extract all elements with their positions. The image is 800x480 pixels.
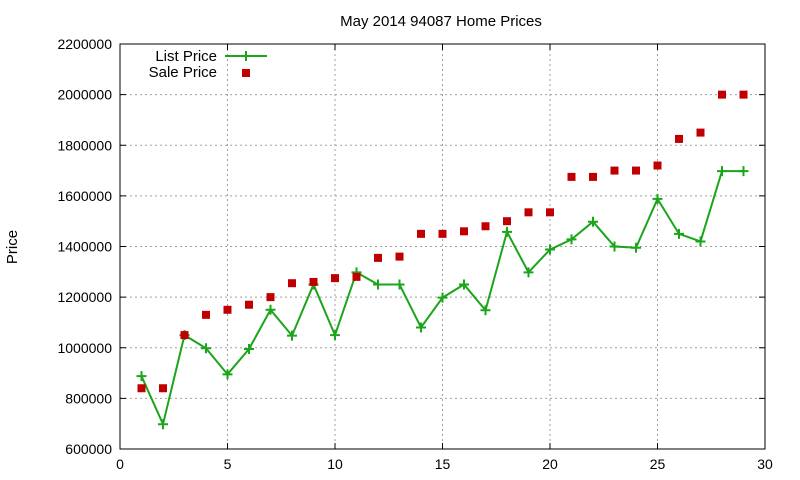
x-tick-label: 10 xyxy=(327,456,343,472)
sale-price-point xyxy=(567,172,576,181)
list-price-point xyxy=(738,166,749,177)
list-price-point xyxy=(523,267,534,278)
sale-price-point xyxy=(159,384,167,393)
sale-price-point xyxy=(223,305,232,314)
list-price-point xyxy=(695,236,706,247)
list-price-point xyxy=(222,369,233,380)
y-axis-label: Price xyxy=(4,230,21,264)
x-tick-label: 15 xyxy=(435,456,451,472)
x-tick-label: 25 xyxy=(650,456,666,472)
list-price-point xyxy=(437,292,448,303)
data-marks xyxy=(136,90,749,430)
sale-price-point xyxy=(653,161,662,170)
sale-price-point xyxy=(374,253,382,262)
list-price-point xyxy=(631,242,641,253)
sale-price-point xyxy=(481,222,490,231)
legend-marker xyxy=(242,69,250,77)
legend-label: List Price xyxy=(155,48,217,65)
y-tick-label: 800000 xyxy=(65,390,112,406)
sale-price-point xyxy=(610,166,619,175)
list-price-point xyxy=(652,193,663,204)
list-price-point xyxy=(459,279,469,290)
y-tick-label: 2200000 xyxy=(57,36,112,52)
list-price-point xyxy=(566,234,577,245)
legend-label: Sale Price xyxy=(149,64,217,81)
x-tick-label: 20 xyxy=(542,456,558,472)
list-price-point xyxy=(545,244,555,255)
sale-price-point xyxy=(288,279,296,288)
sale-price-point xyxy=(632,166,640,175)
sale-price-point xyxy=(675,134,683,143)
x-tick-label: 30 xyxy=(757,456,773,472)
y-tick-label: 600000 xyxy=(65,441,112,457)
list-price-point xyxy=(244,344,254,355)
sale-price-point xyxy=(739,90,748,99)
list-price-point xyxy=(416,322,426,333)
chart-title: May 2014 94087 Home Prices xyxy=(340,13,542,30)
grid-lines xyxy=(120,44,765,449)
sale-price-point xyxy=(718,90,726,99)
legend-marker xyxy=(241,51,251,61)
sale-price-point xyxy=(266,293,275,302)
sale-price-point xyxy=(331,274,339,283)
list-price-point xyxy=(609,241,620,252)
sale-price-point xyxy=(137,384,146,393)
sale-price-point xyxy=(352,272,361,281)
y-tick-label: 1400000 xyxy=(57,239,112,255)
sale-price-point xyxy=(202,310,210,319)
list-price-point xyxy=(480,305,491,316)
x-tick-label: 5 xyxy=(224,456,232,472)
sale-price-point xyxy=(245,300,253,309)
y-tick-label: 1000000 xyxy=(57,340,112,356)
sale-price-point xyxy=(589,172,597,181)
list-price-point xyxy=(717,166,727,177)
sale-price-point xyxy=(696,128,705,137)
list-price-point xyxy=(287,330,297,341)
list-price-point xyxy=(674,228,684,239)
x-tick-label: 0 xyxy=(116,456,124,472)
y-tick-label: 1600000 xyxy=(57,188,112,204)
list-price-point xyxy=(373,279,383,290)
sale-price-point xyxy=(309,277,318,286)
sale-price-point xyxy=(438,229,447,238)
list-price-point xyxy=(201,343,211,354)
sale-price-point xyxy=(524,208,533,217)
list-price-point xyxy=(265,304,276,315)
list-price-point xyxy=(136,371,147,382)
sale-price-point xyxy=(503,217,511,226)
list-price-point xyxy=(588,216,598,227)
list-price-point xyxy=(502,226,512,237)
y-tick-label: 2000000 xyxy=(57,87,112,103)
axis-ticks: 0 5 10 15 20 25 30 600000 800000 1000000 1200000 14… xyxy=(57,36,773,472)
sale-price-point xyxy=(180,331,189,340)
y-tick-label: 1200000 xyxy=(57,289,112,305)
sale-price-point xyxy=(546,208,554,217)
sale-price-point xyxy=(460,227,468,236)
list-price-point xyxy=(394,279,405,290)
sale-price-point xyxy=(395,252,404,261)
list-price-point xyxy=(158,419,168,430)
y-tick-label: 1800000 xyxy=(57,137,112,153)
list-price-point xyxy=(330,330,340,341)
sale-price-point xyxy=(417,229,425,238)
